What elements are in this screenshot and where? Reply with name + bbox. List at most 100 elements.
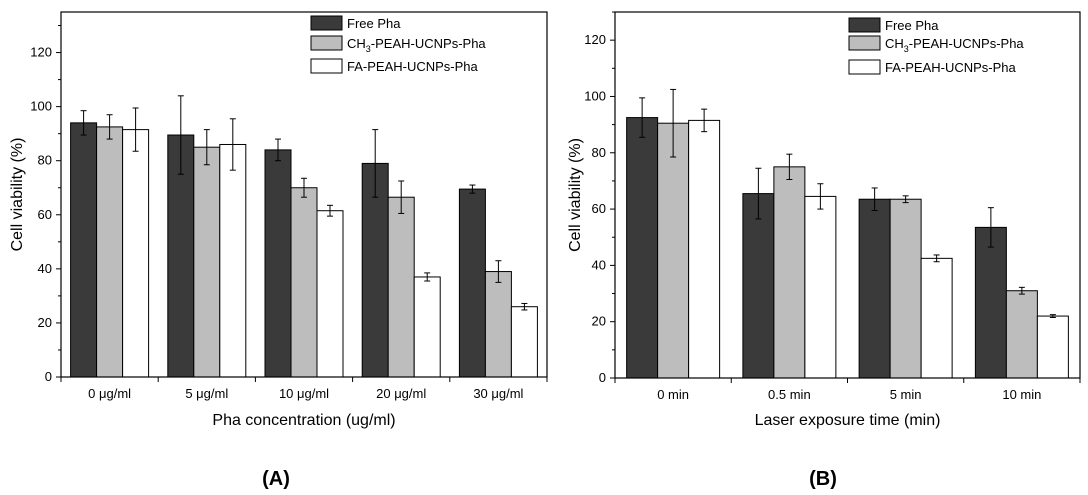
legend-swatch-1 bbox=[848, 35, 881, 51]
bar-1-0-2 bbox=[858, 198, 891, 379]
bar-1-0-1 bbox=[742, 193, 775, 379]
bar-1-2-0 bbox=[688, 119, 721, 379]
x-tick-label: 0 μg/ml bbox=[88, 386, 131, 401]
legend-label-main: Free Pha bbox=[885, 18, 939, 33]
bar-1-2-3 bbox=[1036, 315, 1069, 379]
legend-label-0: Free Pha bbox=[885, 18, 939, 33]
plot-frame bbox=[60, 11, 548, 378]
y-tick-label: 80 bbox=[592, 145, 606, 160]
legend-label-subscript: 3 bbox=[904, 44, 909, 54]
bar-0-1-2 bbox=[290, 187, 318, 378]
error-bar-0-0-3 bbox=[372, 129, 379, 198]
error-bar-1-0-3 bbox=[987, 207, 994, 248]
error-bar-1-1-0 bbox=[670, 88, 677, 158]
panel-label: (A) bbox=[262, 468, 290, 490]
legend-label-2: FA-PEAH-UCNPs-Pha bbox=[885, 60, 1017, 75]
legend-label-1: CH3-PEAH-UCNPs-Pha bbox=[347, 36, 486, 54]
legend: Free Pha CH3-PEAH-UCNPs-Pha FA-PEAH-UCNPs-… bbox=[848, 17, 1025, 75]
bar-0-1-3 bbox=[387, 196, 415, 378]
error-bar-0-2-4 bbox=[521, 302, 528, 311]
legend-label-main: CH bbox=[347, 36, 366, 51]
x-axis-title: Laser exposure time (min) bbox=[755, 412, 941, 429]
x-tick-label: 30 μg/ml bbox=[473, 386, 523, 401]
y-tick-label: 60 bbox=[592, 201, 606, 216]
error-bar-1-0-1 bbox=[755, 167, 762, 220]
chart-panel-a: 0 20 40 60 80 100 120 0 μg/ml 5 μg/ml 10 μg/ml 20 … bbox=[9, 11, 548, 490]
legend-label-subscript: 3 bbox=[366, 44, 371, 54]
x-tick-label: 10 μg/ml bbox=[279, 386, 329, 401]
bar-1-2-2 bbox=[920, 257, 953, 379]
y-tick-label: 120 bbox=[30, 45, 52, 60]
bar-1-1-1 bbox=[773, 166, 806, 379]
x-axis-title: Pha concentration (ug/ml) bbox=[212, 412, 395, 429]
error-bar-0-0-1 bbox=[177, 95, 184, 175]
error-bar-0-2-0 bbox=[132, 107, 139, 152]
legend-label-main: CH bbox=[885, 36, 904, 51]
legend-swatch-2 bbox=[848, 59, 881, 75]
error-bar-1-2-3 bbox=[1049, 314, 1056, 318]
error-bar-0-0-2 bbox=[275, 138, 281, 162]
legend-label-main: FA-PEAH-UCNPs-Pha bbox=[347, 59, 479, 74]
legend-label-0: Free Pha bbox=[347, 16, 401, 31]
error-bar-0-1-3 bbox=[398, 180, 405, 214]
x-tick-label: 5 μg/ml bbox=[185, 386, 228, 401]
error-bar-0-2-3 bbox=[424, 272, 431, 282]
y-tick-label: 0 bbox=[45, 369, 52, 384]
error-bar-1-1-2 bbox=[902, 195, 909, 204]
x-tick-label: 0.5 min bbox=[768, 387, 811, 402]
x-tick-label: 5 min bbox=[890, 387, 922, 402]
bar-1-0-3 bbox=[974, 226, 1007, 379]
x-tick-label: 0 min bbox=[657, 387, 689, 402]
legend-label-rest: -PEAH-UCNPs-Pha bbox=[909, 36, 1025, 51]
error-bar-0-1-2 bbox=[301, 177, 307, 198]
y-tick-label: 120 bbox=[584, 32, 606, 47]
bar-0-2-0 bbox=[122, 129, 150, 378]
legend-swatch-0 bbox=[848, 17, 881, 33]
y-tick-label: 0 bbox=[599, 370, 606, 385]
error-bar-1-2-2 bbox=[933, 254, 940, 263]
bar-1-1-3 bbox=[1005, 290, 1038, 379]
bar-0-0-4 bbox=[458, 188, 486, 378]
chart-panel-b: 0 20 40 60 80 100 120 0 min 0.5 min 5 min 10 min La… bbox=[567, 11, 1081, 490]
error-bar-0-1-1 bbox=[203, 129, 210, 166]
error-bar-0-2-2 bbox=[327, 204, 333, 217]
error-bar-0-1-4 bbox=[495, 260, 502, 283]
bar-0-2-4 bbox=[510, 306, 538, 378]
bar-0-2-2 bbox=[316, 210, 344, 378]
error-bar-1-1-1 bbox=[786, 153, 793, 181]
y-axis-title: Cell viability (%) bbox=[567, 138, 584, 252]
bar-0-2-3 bbox=[413, 276, 441, 378]
legend-swatch-0 bbox=[310, 15, 343, 31]
error-bar-1-1-3 bbox=[1018, 286, 1025, 295]
error-bar-1-2-0 bbox=[701, 108, 708, 133]
error-bar-0-1-0 bbox=[106, 114, 113, 140]
bar-1-1-2 bbox=[889, 198, 922, 379]
y-tick-label: 40 bbox=[38, 261, 52, 276]
bar-0-0-0 bbox=[70, 122, 98, 378]
x-tick-label: 10 min bbox=[1002, 387, 1041, 402]
bar-0-0-2 bbox=[264, 149, 292, 378]
bar-0-1-4 bbox=[484, 271, 512, 378]
error-bar-0-0-0 bbox=[80, 110, 87, 136]
legend-swatch-2 bbox=[310, 58, 343, 74]
y-tick-label: 80 bbox=[38, 153, 52, 168]
legend-label-main: FA-PEAH-UCNPs-Pha bbox=[885, 60, 1017, 75]
bar-1-0-0 bbox=[626, 117, 659, 379]
x-tick-label: 20 μg/ml bbox=[376, 386, 426, 401]
bar-0-1-0 bbox=[96, 126, 124, 378]
legend: Free Pha CH3-PEAH-UCNPs-Pha FA-PEAH-UCNPs-… bbox=[310, 15, 486, 74]
panel-label: (B) bbox=[809, 468, 837, 490]
error-bar-1-2-1 bbox=[817, 183, 824, 210]
y-tick-label: 60 bbox=[38, 207, 52, 222]
bar-0-0-1 bbox=[167, 134, 195, 378]
error-bar-0-2-1 bbox=[229, 118, 236, 171]
y-tick-label: 40 bbox=[592, 257, 606, 272]
y-axis-title: Cell viability (%) bbox=[9, 138, 26, 252]
bar-1-1-0 bbox=[657, 122, 690, 379]
error-bar-1-0-2 bbox=[871, 187, 878, 211]
error-bar-0-0-4 bbox=[469, 184, 476, 194]
y-tick-label: 20 bbox=[38, 315, 52, 330]
y-tick-label: 20 bbox=[592, 314, 606, 329]
error-bar-1-0-0 bbox=[639, 97, 646, 138]
